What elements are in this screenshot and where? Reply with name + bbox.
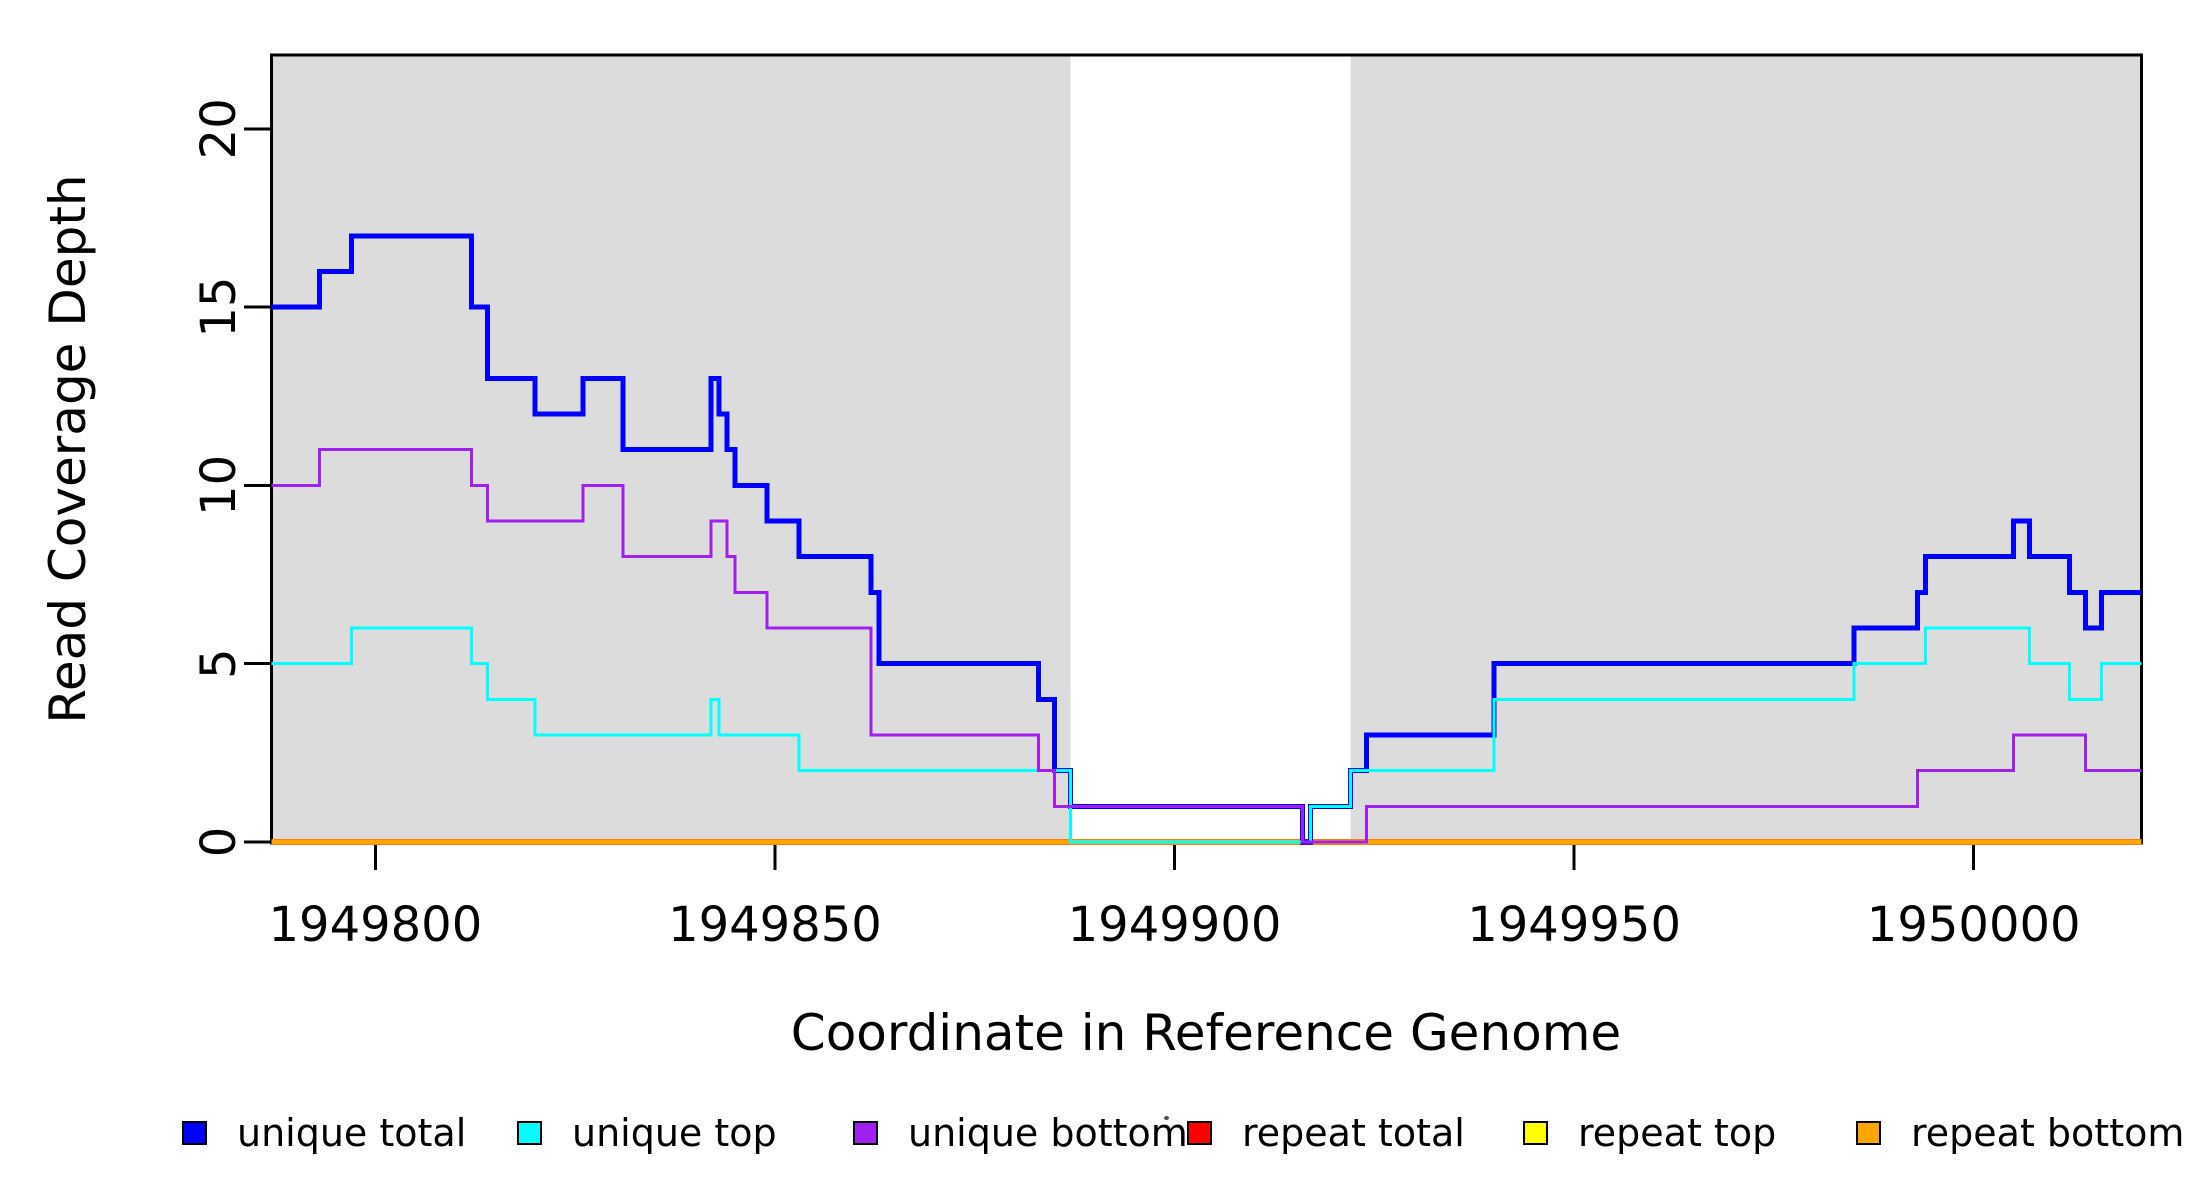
series-line-unique-top [271, 626, 2142, 844]
x-tick-label: 1949900 [1068, 897, 1282, 953]
legend-label: repeat top [1578, 1111, 1777, 1155]
legend-label: unique top [572, 1111, 777, 1155]
x-axis: 1949800 1949850 1949900 1949950 1950000 [268, 843, 2081, 953]
y-tick-label: 5 [191, 648, 247, 679]
series-line-unique-bottom [271, 448, 2142, 844]
x-tick-label: 1949800 [268, 897, 482, 953]
y-axis: 0 5 10 15 20 [191, 98, 272, 857]
coverage-series-lines [271, 233, 2142, 845]
legend-swatch-repeat-top [1523, 1121, 1548, 1145]
legend-entry-unique-top: unique top [517, 1108, 777, 1158]
y-tick-label: 15 [191, 277, 247, 338]
shaded-region [1350, 55, 2142, 843]
legend-swatch-repeat-total [1187, 1121, 1212, 1145]
legend-label: repeat bottom [1911, 1111, 2185, 1155]
x-tick-label: 1949850 [668, 897, 882, 953]
legend-entry-repeat-top: repeat top [1523, 1108, 1776, 1158]
legend-label: unique total [237, 1111, 467, 1155]
y-tick-label: 20 [191, 98, 247, 159]
legend-entry-repeat-bottom: repeat bottom [1856, 1108, 2184, 1158]
stray-dot-artifact [1164, 1116, 1169, 1120]
x-tick-label: 1949950 [1467, 897, 1681, 953]
legend-label: unique bottom [908, 1111, 1188, 1155]
legend-label: repeat total [1242, 1111, 1465, 1155]
series-line-unique-total [271, 233, 2142, 845]
legend-swatch-unique-total [182, 1121, 207, 1145]
legend-swatch-unique-bottom [853, 1121, 878, 1145]
x-axis-title: Coordinate in Reference Genome [791, 1004, 1621, 1062]
legend-swatch-repeat-bottom [1856, 1121, 1881, 1145]
legend-entry-unique-bottom: unique bottom [853, 1108, 1188, 1158]
legend-entry-unique-total: unique total [182, 1108, 466, 1158]
legend-swatch-unique-top [517, 1121, 542, 1145]
legend-entry-repeat-total: repeat total [1187, 1108, 1465, 1158]
x-tick-label: 1950000 [1867, 897, 2081, 953]
y-axis-title: Read Coverage Depth [39, 174, 97, 723]
y-tick-label: 10 [191, 455, 247, 516]
aligned-region-shading [271, 55, 2142, 843]
y-tick-label: 0 [191, 827, 247, 858]
